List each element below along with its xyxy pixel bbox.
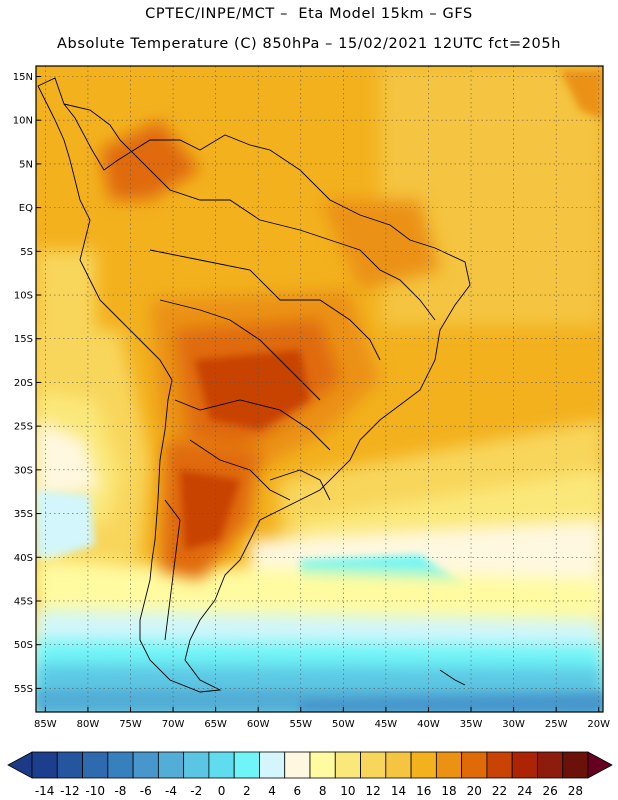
colorbar-label: 2: [243, 784, 251, 798]
lat-label: EQ: [19, 203, 33, 214]
temperature-field: [36, 66, 603, 712]
lat-label: 25S: [14, 422, 33, 433]
colorbar-swatch: [334, 751, 361, 779]
lon-label: 45W: [375, 719, 398, 730]
latitude-labels: 15N 10N 5N EQ 5S 10S 15S 20S 25S 30S 35S 40S 45S 50S 5…: [13, 72, 41, 695]
lat-label: 10N: [13, 116, 33, 127]
colorbar-swatch: [183, 751, 210, 779]
colorbar-swatch: [82, 751, 109, 779]
lat-label: 15S: [14, 334, 33, 345]
colorbar-label: 20: [467, 784, 482, 798]
lat-label: 15N: [13, 72, 33, 83]
lat-label: 55S: [14, 684, 33, 695]
colorbar-label: -14: [35, 784, 55, 798]
lat-label: 30S: [14, 465, 33, 476]
lon-label: 25W: [545, 719, 568, 730]
map-frame: [35, 65, 604, 713]
colorbar-swatch: [284, 751, 311, 779]
colorbar-overflow-arrow: [587, 751, 613, 779]
colorbar-label: -12: [60, 784, 80, 798]
colorbar-label: 22: [492, 784, 507, 798]
colorbar-swatch: [486, 751, 513, 779]
colorbar-swatch: [132, 751, 159, 779]
lon-label: 30W: [502, 719, 525, 730]
colorbar-underflow-arrow: [7, 751, 33, 779]
lat-label: 10S: [14, 291, 33, 302]
lon-label: 75W: [119, 719, 142, 730]
colorbar-label: -4: [165, 784, 177, 798]
colorbar-swatch: [385, 751, 412, 779]
colorbar-label: -2: [190, 784, 202, 798]
colorbar-swatch: [435, 751, 463, 779]
lon-label: 40W: [417, 719, 440, 730]
coastlines: [37, 77, 471, 693]
colorbar-label: 0: [218, 784, 226, 798]
colorbar-label: 10: [340, 784, 355, 798]
longitude-labels: 85W 80W 75W 70W 65W 60W 55W 50W 45W 40W 35W 30W 25W 2…: [34, 707, 610, 730]
colorbar-label: 4: [268, 784, 276, 798]
lat-label: 45S: [14, 596, 33, 607]
colorbar-label: 18: [441, 784, 456, 798]
lon-label: 35W: [460, 719, 483, 730]
lat-label: 5N: [19, 159, 33, 170]
colorbar-label: -8: [114, 784, 126, 798]
colorbar-swatch: [410, 751, 437, 779]
colorbar-label: 16: [416, 784, 431, 798]
colorbar-swatch: [309, 751, 336, 779]
lat-label: 5S: [20, 247, 33, 258]
colorbar-label: -6: [140, 784, 152, 798]
colorbar-swatch: [259, 751, 286, 779]
colorbar-swatch: [157, 751, 185, 779]
colorbar-label: 12: [366, 784, 381, 798]
lon-label: 65W: [204, 719, 227, 730]
colorbar-swatch: [537, 751, 564, 779]
lat-label: 50S: [14, 640, 33, 651]
lon-label: 80W: [77, 719, 100, 730]
lon-label: 50W: [332, 719, 355, 730]
colorbar-swatch: [461, 751, 488, 779]
lon-label: 55W: [289, 719, 312, 730]
lon-label: 60W: [247, 719, 270, 730]
lat-label: 35S: [14, 509, 33, 520]
colorbar-label: 24: [517, 784, 532, 798]
gridlines: [36, 66, 603, 712]
colorbar-swatch: [511, 751, 538, 779]
colorbar-swatch: [233, 751, 260, 779]
colorbar-swatch: [31, 751, 58, 779]
colorbar-swatch: [107, 751, 134, 779]
lon-label: 20W: [587, 719, 610, 730]
title-model: CPTEC/INPE/MCT – Eta Model 15km – GFS: [145, 6, 473, 22]
lon-label: 70W: [162, 719, 185, 730]
title-field: Absolute Temperature (C) 850hPa – 15/02/…: [57, 36, 561, 52]
colorbar-swatch: [360, 751, 387, 779]
lat-label: 20S: [14, 378, 33, 389]
colorbar-label: 8: [319, 784, 327, 798]
colorbar-swatch: [56, 751, 83, 779]
colorbar-label: 28: [568, 784, 583, 798]
lat-label: 40S: [14, 553, 33, 564]
colorbar-swatch: [562, 751, 589, 779]
colorbar-swatch: [208, 751, 235, 779]
colorbar-label: 14: [391, 784, 406, 798]
lon-label: 85W: [34, 719, 57, 730]
colorbar-label: 6: [294, 784, 302, 798]
colorbar-label: 26: [542, 784, 557, 798]
colorbar-label: -10: [85, 784, 105, 798]
